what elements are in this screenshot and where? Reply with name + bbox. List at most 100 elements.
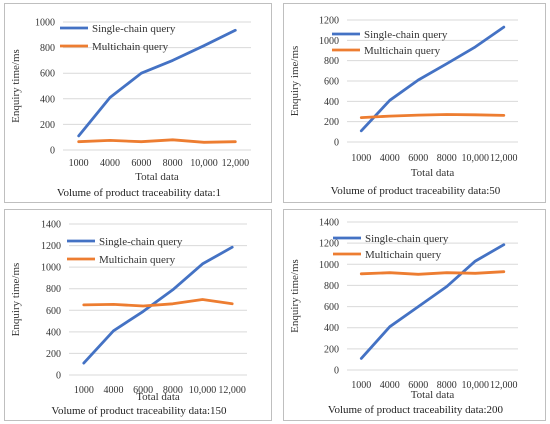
chart1-y-tick-label: 600 (40, 69, 55, 80)
chart2-x-axis-label: Total data (411, 167, 455, 179)
chart1-y-tick-label: 200 (40, 120, 55, 131)
chart1-point-multichain-query (140, 140, 143, 143)
chart2-point-single-chain-query (445, 62, 448, 65)
chart3-point-single-chain-query (172, 288, 174, 291)
chart4-point-single-chain-query (388, 325, 391, 328)
chart2-x-tick-label: 4000 (380, 153, 400, 164)
chart4-y-tick-label: 200 (324, 344, 339, 355)
line-chart-4: 0 200 400 600 800 1000 1200 1400 1000 4000 6000 800… (289, 218, 518, 416)
chart3-point-single-chain-query (112, 329, 115, 332)
chart1-point-multichain-query (171, 138, 174, 141)
chart4-x-tick-label: 12,000 (490, 380, 518, 391)
chart3-x-tick-label: 10,000 (189, 385, 217, 396)
chart3-legend-label-single-chain-query: Single-chain query (99, 236, 183, 248)
chart1-point-multichain-query (77, 140, 80, 143)
chart4-y-tick-label: 0 (334, 366, 339, 377)
chart2-y-tick-label: 400 (324, 97, 339, 108)
chart3-y-tick-label: 800 (46, 284, 61, 295)
chart2-x-tick-label: 8000 (437, 153, 457, 164)
chart4-point-multichain-query (474, 272, 477, 275)
chart2-point-single-chain-query (417, 79, 420, 81)
chart3-y-tick-label: 1200 (41, 241, 61, 252)
chart1-point-multichain-query (203, 141, 205, 144)
chart2-caption: Volume of product traceability data:50 (331, 185, 501, 197)
chart2-point-multichain-query (445, 113, 448, 116)
chart4-point-multichain-query (360, 273, 363, 275)
chart3-y-tick-label: 200 (46, 349, 61, 360)
chart4-y-tick-label: 800 (324, 281, 339, 292)
chart1-x-axis-label: Total data (135, 171, 179, 183)
chart1-point-single-chain-query (234, 29, 237, 32)
chart4-y-tick-label: 1000 (319, 260, 339, 271)
chart3-point-multichain-query (201, 298, 204, 301)
chart3-point-multichain-query (112, 303, 115, 306)
chart2-x-tick-label: 6000 (408, 153, 428, 164)
chart1-caption: Volume of product traceability data:1 (57, 187, 221, 199)
chart2-point-single-chain-query (502, 26, 505, 28)
chart4-x-tick-label: 6000 (408, 380, 428, 391)
chart3-y-tick-label: 600 (46, 306, 61, 317)
chart3-legend-label-multichain-query: Multichain query (99, 254, 176, 266)
chart2-point-multichain-query (388, 115, 391, 117)
chart3-y-tick-label: 400 (46, 327, 61, 338)
chart3-point-single-chain-query (142, 310, 144, 313)
chart4-point-single-chain-query (360, 357, 363, 360)
chart2-y-axis-label: Enquiry ime/ms (289, 46, 301, 117)
chart2-y-tick-label: 200 (324, 117, 339, 128)
chart1-x-tick-label: 8000 (163, 158, 183, 169)
chart3-caption: Volume of product traceability data:150 (51, 405, 227, 417)
chart4-y-tick-label: 1200 (319, 239, 339, 250)
chart2-y-tick-label: 0 (334, 138, 339, 149)
chart3-x-tick-label: 1000 (74, 385, 94, 396)
chart2-y-tick-label: 1000 (319, 36, 339, 47)
chart1-legend-label-multichain-query: Multichain query (92, 41, 169, 53)
chart1-y-tick-label: 1000 (35, 18, 55, 29)
chart4-caption: Volume of product traceability data:200 (328, 404, 504, 416)
chart1-y-tick-label: 800 (40, 43, 55, 54)
chart2-legend-label-multichain-query: Multichain query (364, 45, 441, 57)
chart2-point-multichain-query (502, 114, 505, 117)
chart2-point-multichain-query (360, 116, 363, 119)
line-chart-3: 0 200 400 600 800 1000 1200 1400 1000 4000 6000 800… (10, 220, 247, 417)
chart3-series-line-multichain-query (82, 298, 234, 308)
chart3-point-single-chain-query (201, 263, 204, 265)
chart4-y-tick-label: 600 (324, 302, 339, 313)
chart-panel-1: 0 200 400 600 800 1000 1000 4000 6000 8000 10,000 1… (4, 3, 272, 203)
chart2-y-tick-label: 800 (324, 56, 339, 67)
chart2-y-tick-label: 1200 (319, 16, 339, 27)
chart3-series-line-single-chain-query (82, 245, 234, 365)
chart2-series-line-multichain-query (359, 113, 506, 119)
chart1-y-axis-label: Enquiry time/ms (10, 49, 22, 123)
chart2-point-multichain-query (417, 114, 420, 116)
chart-panel-2: 0 200 400 600 800 1000 1200 1000 4000 6000 8000 10,… (283, 3, 546, 203)
chart3-x-axis-label: Total data (136, 391, 180, 403)
chart4-legend-label-single-chain-query: Single-chain query (365, 233, 449, 245)
chart2-point-single-chain-query (388, 99, 391, 102)
line-chart-2: 0 200 400 600 800 1000 1200 1000 4000 6000 8000 10,… (289, 16, 518, 197)
chart4-y-axis-label: Enquiry time/ms (289, 259, 301, 333)
line-chart-1: 0 200 400 600 800 1000 1000 4000 6000 8000 10,000 1… (10, 18, 251, 199)
chart3-x-tick-label: 8000 (163, 385, 183, 396)
chart4-point-single-chain-query (474, 260, 477, 262)
chart2-point-multichain-query (474, 113, 477, 116)
chart3-x-tick-label: 6000 (133, 385, 153, 396)
chart2-x-tick-label: 1000 (351, 153, 371, 164)
chart3-point-single-chain-query (231, 246, 233, 248)
chart1-series-line-single-chain-query (77, 28, 237, 138)
chart2-x-tick-label: 10,000 (462, 153, 490, 164)
chart4-y-tick-label: 1400 (319, 218, 339, 229)
chart1-series-line-multichain-query (77, 138, 237, 144)
chart3-y-axis-label: Enquiry time/ms (10, 263, 22, 337)
chart4-x-tick-label: 1000 (351, 380, 371, 391)
chart1-x-tick-label: 4000 (100, 158, 120, 169)
chart1-x-tick-label: 6000 (131, 158, 151, 169)
chart3-point-multichain-query (83, 304, 85, 306)
chart3-point-multichain-query (231, 303, 233, 305)
chart2-point-single-chain-query (474, 46, 477, 48)
chart2-legend-label-single-chain-query: Single-chain query (364, 29, 448, 41)
chart4-point-single-chain-query (502, 243, 505, 246)
chart1-point-single-chain-query (77, 135, 80, 137)
chart4-series-line-multichain-query (359, 270, 506, 276)
chart4-series-line-single-chain-query (359, 243, 506, 360)
chart3-y-tick-label: 1000 (41, 263, 61, 274)
